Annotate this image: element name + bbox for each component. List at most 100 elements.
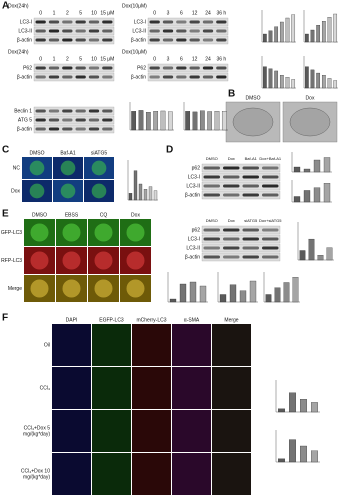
column-label: DMSO (246, 95, 261, 101)
band (102, 38, 113, 42)
bar (326, 247, 333, 261)
row-label: mg/(kg*day) (23, 474, 50, 480)
micrograph (132, 367, 171, 409)
micrograph (132, 410, 171, 452)
row-label: CCl₄+Dox 10 (21, 468, 50, 474)
panel-label: E (2, 209, 9, 220)
lane-label: 0 (153, 10, 156, 16)
bar (153, 111, 159, 131)
band (189, 38, 200, 42)
bar (128, 193, 133, 201)
row-label: Dox (11, 188, 20, 194)
row-label: LC3-I (20, 19, 32, 25)
band (162, 66, 174, 70)
bar (308, 238, 315, 261)
band (162, 38, 174, 42)
band (203, 175, 220, 179)
cell-outline (232, 107, 274, 137)
bar (192, 111, 198, 131)
band (62, 118, 73, 122)
band (262, 184, 279, 188)
blot-strip (201, 172, 281, 182)
bar (317, 255, 324, 261)
band (149, 20, 160, 24)
blot-strip (33, 26, 115, 36)
micrograph (132, 453, 171, 495)
cell (29, 183, 45, 199)
bar (274, 70, 279, 89)
treatment-label: Dox(10μM) (122, 49, 147, 55)
band (48, 66, 60, 70)
band (189, 20, 200, 24)
bar (189, 281, 197, 303)
band (216, 29, 227, 33)
lane-label: 36 h (216, 56, 226, 62)
band (176, 29, 187, 33)
bar (285, 17, 290, 43)
lane-label: 3 (167, 56, 170, 62)
column-label: siATG5 (91, 150, 108, 156)
blot-strip (33, 115, 115, 125)
bar (292, 277, 299, 303)
band (262, 255, 279, 259)
bar (279, 21, 284, 43)
row-label: LC3-II (186, 183, 200, 189)
row-label: Beclin 1 (14, 108, 32, 114)
panel-label: A (2, 1, 9, 12)
row-label: β-actin (17, 74, 32, 80)
blot-strip (147, 72, 229, 82)
band (223, 166, 240, 170)
band (75, 38, 86, 42)
band (102, 29, 113, 33)
band (35, 38, 46, 42)
band (216, 75, 227, 79)
bar (278, 458, 285, 463)
band (189, 66, 200, 70)
band (262, 175, 279, 179)
blot-strip (33, 72, 115, 82)
lane-label: 3 (167, 10, 170, 16)
bar (283, 282, 290, 303)
bar (169, 298, 177, 303)
column-label: α-SMA (184, 317, 200, 323)
lane-label: Baf-A1 (245, 156, 258, 161)
lane-label: 5 (79, 10, 82, 16)
band (202, 20, 214, 24)
blot-strip (33, 35, 115, 45)
band (102, 75, 113, 79)
band (75, 109, 86, 113)
band (88, 109, 100, 113)
band (62, 20, 73, 24)
bar (310, 29, 315, 43)
band (149, 66, 160, 70)
cell (94, 251, 113, 270)
band (223, 228, 240, 232)
blot-strip (201, 234, 281, 244)
row-label: LC3-I (188, 236, 200, 242)
bar (333, 13, 338, 43)
band (223, 175, 240, 179)
bar (199, 110, 205, 131)
band (48, 75, 60, 79)
row-label: LC3-II (132, 28, 146, 34)
lane-label: 1 (53, 10, 56, 16)
lane-label: Dox+Baf-A1 (259, 156, 281, 161)
cell (29, 160, 45, 176)
bar (239, 290, 247, 303)
cell (62, 223, 81, 242)
band (202, 66, 214, 70)
row-label: CCl₄+Dox 5 (24, 425, 51, 431)
bar (145, 112, 151, 131)
band (102, 127, 113, 131)
band (62, 29, 73, 33)
bar (311, 450, 318, 463)
cell (30, 223, 49, 242)
band (75, 127, 86, 131)
bar (143, 189, 148, 201)
band (203, 184, 220, 188)
cell (60, 183, 76, 199)
row-label: β-actin (17, 126, 32, 132)
bar (131, 111, 137, 131)
blot-strip (201, 181, 281, 191)
